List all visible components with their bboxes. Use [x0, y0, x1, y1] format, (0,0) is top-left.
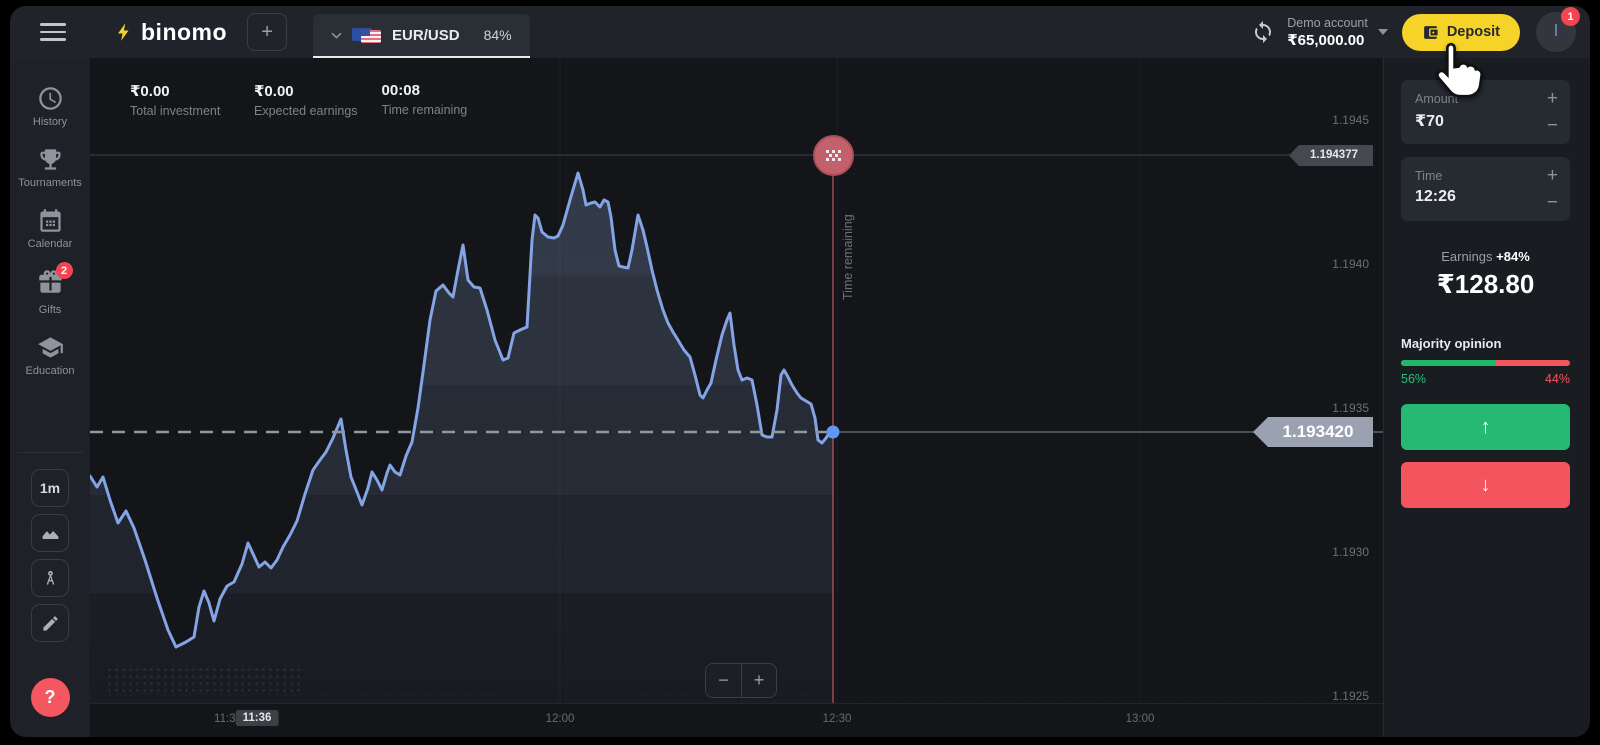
- sidebar-item-education[interactable]: Education: [10, 325, 90, 386]
- expiry-flag-icon: [813, 135, 854, 176]
- sidebar: History Tournaments Calendar 2 Gifts Edu…: [10, 58, 90, 737]
- asset-pair-label: EUR/USD: [392, 26, 460, 44]
- earnings-block: Earnings +84% ₹128.80: [1401, 249, 1570, 300]
- eurusd-flags-icon: [352, 27, 382, 43]
- time-input[interactable]: Time 12:26 + −: [1401, 157, 1570, 221]
- avatar[interactable]: 1: [1536, 7, 1580, 52]
- high-price-tag: 1.194377: [1289, 145, 1373, 166]
- sidebar-divider: [17, 452, 83, 453]
- sidebar-item-label: Gifts: [38, 304, 62, 316]
- asset-tab[interactable]: EUR/USD 84%: [313, 14, 530, 58]
- sidebar-item-gifts[interactable]: 2 Gifts: [10, 259, 90, 325]
- trophy-icon: [39, 149, 61, 170]
- logo-text: binomo: [141, 18, 228, 45]
- gift-icon: [38, 270, 62, 293]
- calendar-icon: [39, 209, 61, 232]
- zoom-in-button[interactable]: +: [741, 664, 776, 697]
- earnings-value: ₹128.80: [1436, 269, 1535, 299]
- y-axis-label: 1.1940: [1332, 257, 1369, 271]
- sidebar-item-tournaments[interactable]: Tournaments: [10, 137, 90, 198]
- binomo-logo: binomo: [114, 18, 227, 46]
- stat-total-investment: ₹0.00 Total investment: [130, 83, 221, 118]
- price-chart: [90, 119, 1383, 703]
- indicators-button[interactable]: [31, 559, 69, 597]
- pencil-icon: [42, 615, 58, 631]
- add-asset-button[interactable]: +: [247, 13, 288, 51]
- topbar: binomo + EUR/USD 84% Demo account ₹65,00…: [10, 6, 1590, 58]
- majority-label: Majority opinion: [1401, 336, 1502, 351]
- sidebar-item-label: Tournaments: [18, 177, 82, 189]
- sidebar-item-label: Calendar: [27, 238, 73, 250]
- help-button[interactable]: ?: [30, 678, 70, 717]
- account-switcher[interactable]: Demo account ₹65,000.00: [1287, 16, 1368, 49]
- current-price-tag: 1.193420: [1253, 417, 1373, 447]
- y-axis-label: 1.1935: [1332, 401, 1369, 415]
- watermark: [106, 666, 302, 692]
- graduation-cap-icon: [37, 337, 63, 358]
- account-balance: ₹65,000.00: [1287, 31, 1365, 49]
- chevron-down-icon[interactable]: [1377, 29, 1388, 35]
- chevron-down-icon: [331, 32, 342, 39]
- time-decrease-button[interactable]: −: [1546, 192, 1558, 213]
- zoom-out-button[interactable]: −: [706, 664, 741, 697]
- x-axis-label: 13:00: [1125, 713, 1155, 725]
- notification-badge: 1: [1561, 7, 1580, 26]
- chart-type-button[interactable]: [31, 514, 69, 552]
- stat-time-remaining: 00:08 Time remaining: [381, 82, 468, 117]
- wallet-icon: [1423, 25, 1438, 39]
- majority-down-percent: 44%: [1544, 372, 1570, 386]
- sidebar-item-history[interactable]: History: [10, 76, 90, 137]
- amount-increase-button[interactable]: +: [1546, 88, 1558, 109]
- amount-label: Amount: [1415, 92, 1459, 106]
- sidebar-item-label: History: [32, 116, 68, 128]
- x-axis-label: 11:30: [214, 713, 242, 725]
- x-axis-label: 12:30: [822, 713, 852, 725]
- refresh-icon[interactable]: [1251, 20, 1275, 44]
- timeframe-button[interactable]: 1m: [31, 469, 69, 507]
- earnings-percent: +84%: [1496, 249, 1530, 264]
- time-value: 12:26: [1415, 188, 1456, 205]
- area-chart-icon: [42, 530, 58, 539]
- deposit-button[interactable]: Deposit: [1401, 13, 1520, 51]
- asset-payout-label: 84%: [483, 27, 512, 43]
- time-axis: 11:30 11:36 12:00 12:30 13:00: [90, 703, 1383, 737]
- stat-expected-earnings: ₹0.00 Expected earnings: [254, 83, 358, 118]
- time-label: Time: [1415, 169, 1443, 183]
- app-window: binomo + EUR/USD 84% Demo account ₹65,00…: [10, 6, 1590, 737]
- x-axis-label-highlighted: 11:36: [235, 710, 279, 726]
- majority-up-percent: 56%: [1401, 372, 1427, 386]
- y-axis-label: 1.1930: [1332, 545, 1369, 559]
- amount-input[interactable]: Amount ₹70 + −: [1401, 80, 1570, 144]
- history-clock-icon: [38, 87, 62, 110]
- trade-stats: ₹0.00 Total investment ₹0.00 Expected ea…: [130, 82, 482, 118]
- amount-decrease-button[interactable]: −: [1546, 115, 1558, 136]
- time-increase-button[interactable]: +: [1546, 165, 1558, 186]
- draw-button[interactable]: [31, 604, 69, 642]
- put-down-button[interactable]: ↓: [1401, 462, 1570, 508]
- time-remaining-axis-label: Time remaining: [841, 214, 855, 300]
- majority-bar-up: [1401, 360, 1496, 366]
- earnings-label: Earnings: [1441, 249, 1493, 264]
- logo-bolt-icon: [118, 23, 129, 41]
- majority-opinion: Majority opinion 56% 44%: [1401, 336, 1570, 386]
- sidebar-item-calendar[interactable]: Calendar: [10, 198, 90, 259]
- y-axis-label: 1.1945: [1332, 113, 1369, 127]
- deposit-label: Deposit: [1446, 24, 1500, 40]
- sidebar-item-label: Education: [25, 365, 75, 377]
- zoom-controls: − +: [705, 663, 777, 698]
- amount-value: ₹70: [1415, 113, 1444, 130]
- compass-icon: [46, 570, 54, 585]
- account-type-label: Demo account: [1287, 15, 1368, 30]
- majority-bar: [1401, 360, 1570, 366]
- trade-panel: Amount ₹70 + − Time 12:26 + − Earnings +…: [1383, 58, 1590, 737]
- chart-area[interactable]: ₹0.00 Total investment ₹0.00 Expected ea…: [90, 58, 1383, 737]
- y-axis-label: 1.1925: [1332, 689, 1369, 703]
- menu-icon[interactable]: [40, 18, 66, 46]
- x-axis-label: 12:00: [545, 713, 575, 725]
- chart-tools: 1m: [31, 469, 69, 642]
- us-flag-icon: [361, 29, 382, 43]
- gifts-badge: 2: [55, 262, 73, 279]
- call-up-button[interactable]: ↑: [1401, 404, 1570, 450]
